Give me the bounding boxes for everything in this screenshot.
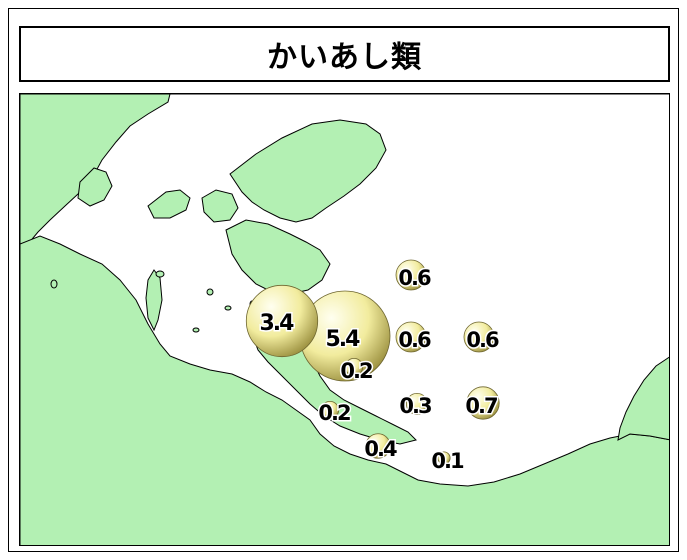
bubble-label-s8: 0.3	[399, 394, 431, 418]
land-west	[20, 235, 669, 545]
title-box: かいあし類	[19, 26, 670, 82]
land-island-b	[77, 167, 113, 207]
bubble-label-s11: 0.1	[431, 449, 464, 473]
land-central-peninsula	[229, 119, 387, 223]
bubble-label-s2: 5.4	[326, 327, 361, 352]
map-area: 3.4 5.4 0.2 0.2 0.6 0.6 0.6 0.3 0.7 0.4 0.1	[19, 93, 670, 546]
bubble-label-s6: 0.6	[398, 328, 431, 352]
bubble-s4	[320, 400, 340, 420]
map-title: かいあし類	[267, 40, 422, 75]
label-layer: 3.4 5.4 0.2 0.2 0.6 0.6 0.6 0.3 0.7 0.4 0.1	[258, 265, 502, 475]
bubble-s9	[466, 386, 500, 420]
bubble-s1	[245, 284, 319, 358]
land-masses	[20, 94, 669, 545]
bubble-s8	[405, 392, 429, 416]
bubble-s11	[437, 451, 451, 465]
land-islet-4	[224, 305, 232, 311]
bubble-label-s1: 3.4	[260, 311, 295, 336]
land-islet-2	[155, 270, 165, 278]
land-center-cape	[225, 219, 331, 295]
land-island-a	[147, 189, 191, 219]
bubble-label-s9: 0.7	[465, 394, 497, 418]
land-islet-6	[192, 327, 200, 333]
map-canvas: 3.4 5.4 0.2 0.2 0.6 0.6 0.6 0.3 0.7 0.4 0.1	[20, 94, 669, 545]
land-islet-3	[206, 288, 214, 296]
land-island-c	[201, 189, 239, 223]
land-east	[617, 356, 669, 441]
bubble-s5	[395, 259, 427, 291]
bubble-s7	[463, 321, 495, 353]
bubble-label-s3: 0.2	[340, 359, 372, 383]
bubble-s10	[365, 433, 391, 459]
bubble-label-s4: 0.2	[318, 401, 350, 425]
bubble-layer	[245, 259, 500, 465]
bubble-label-s7: 0.6	[466, 328, 499, 352]
land-islet-1	[50, 279, 58, 289]
bubble-label-s5: 0.6	[398, 266, 431, 290]
bubble-s3	[344, 357, 364, 377]
bubble-label-s10: 0.4	[364, 437, 397, 461]
bubble-s6	[395, 321, 427, 353]
figure-frame: かいあし類	[8, 8, 679, 552]
